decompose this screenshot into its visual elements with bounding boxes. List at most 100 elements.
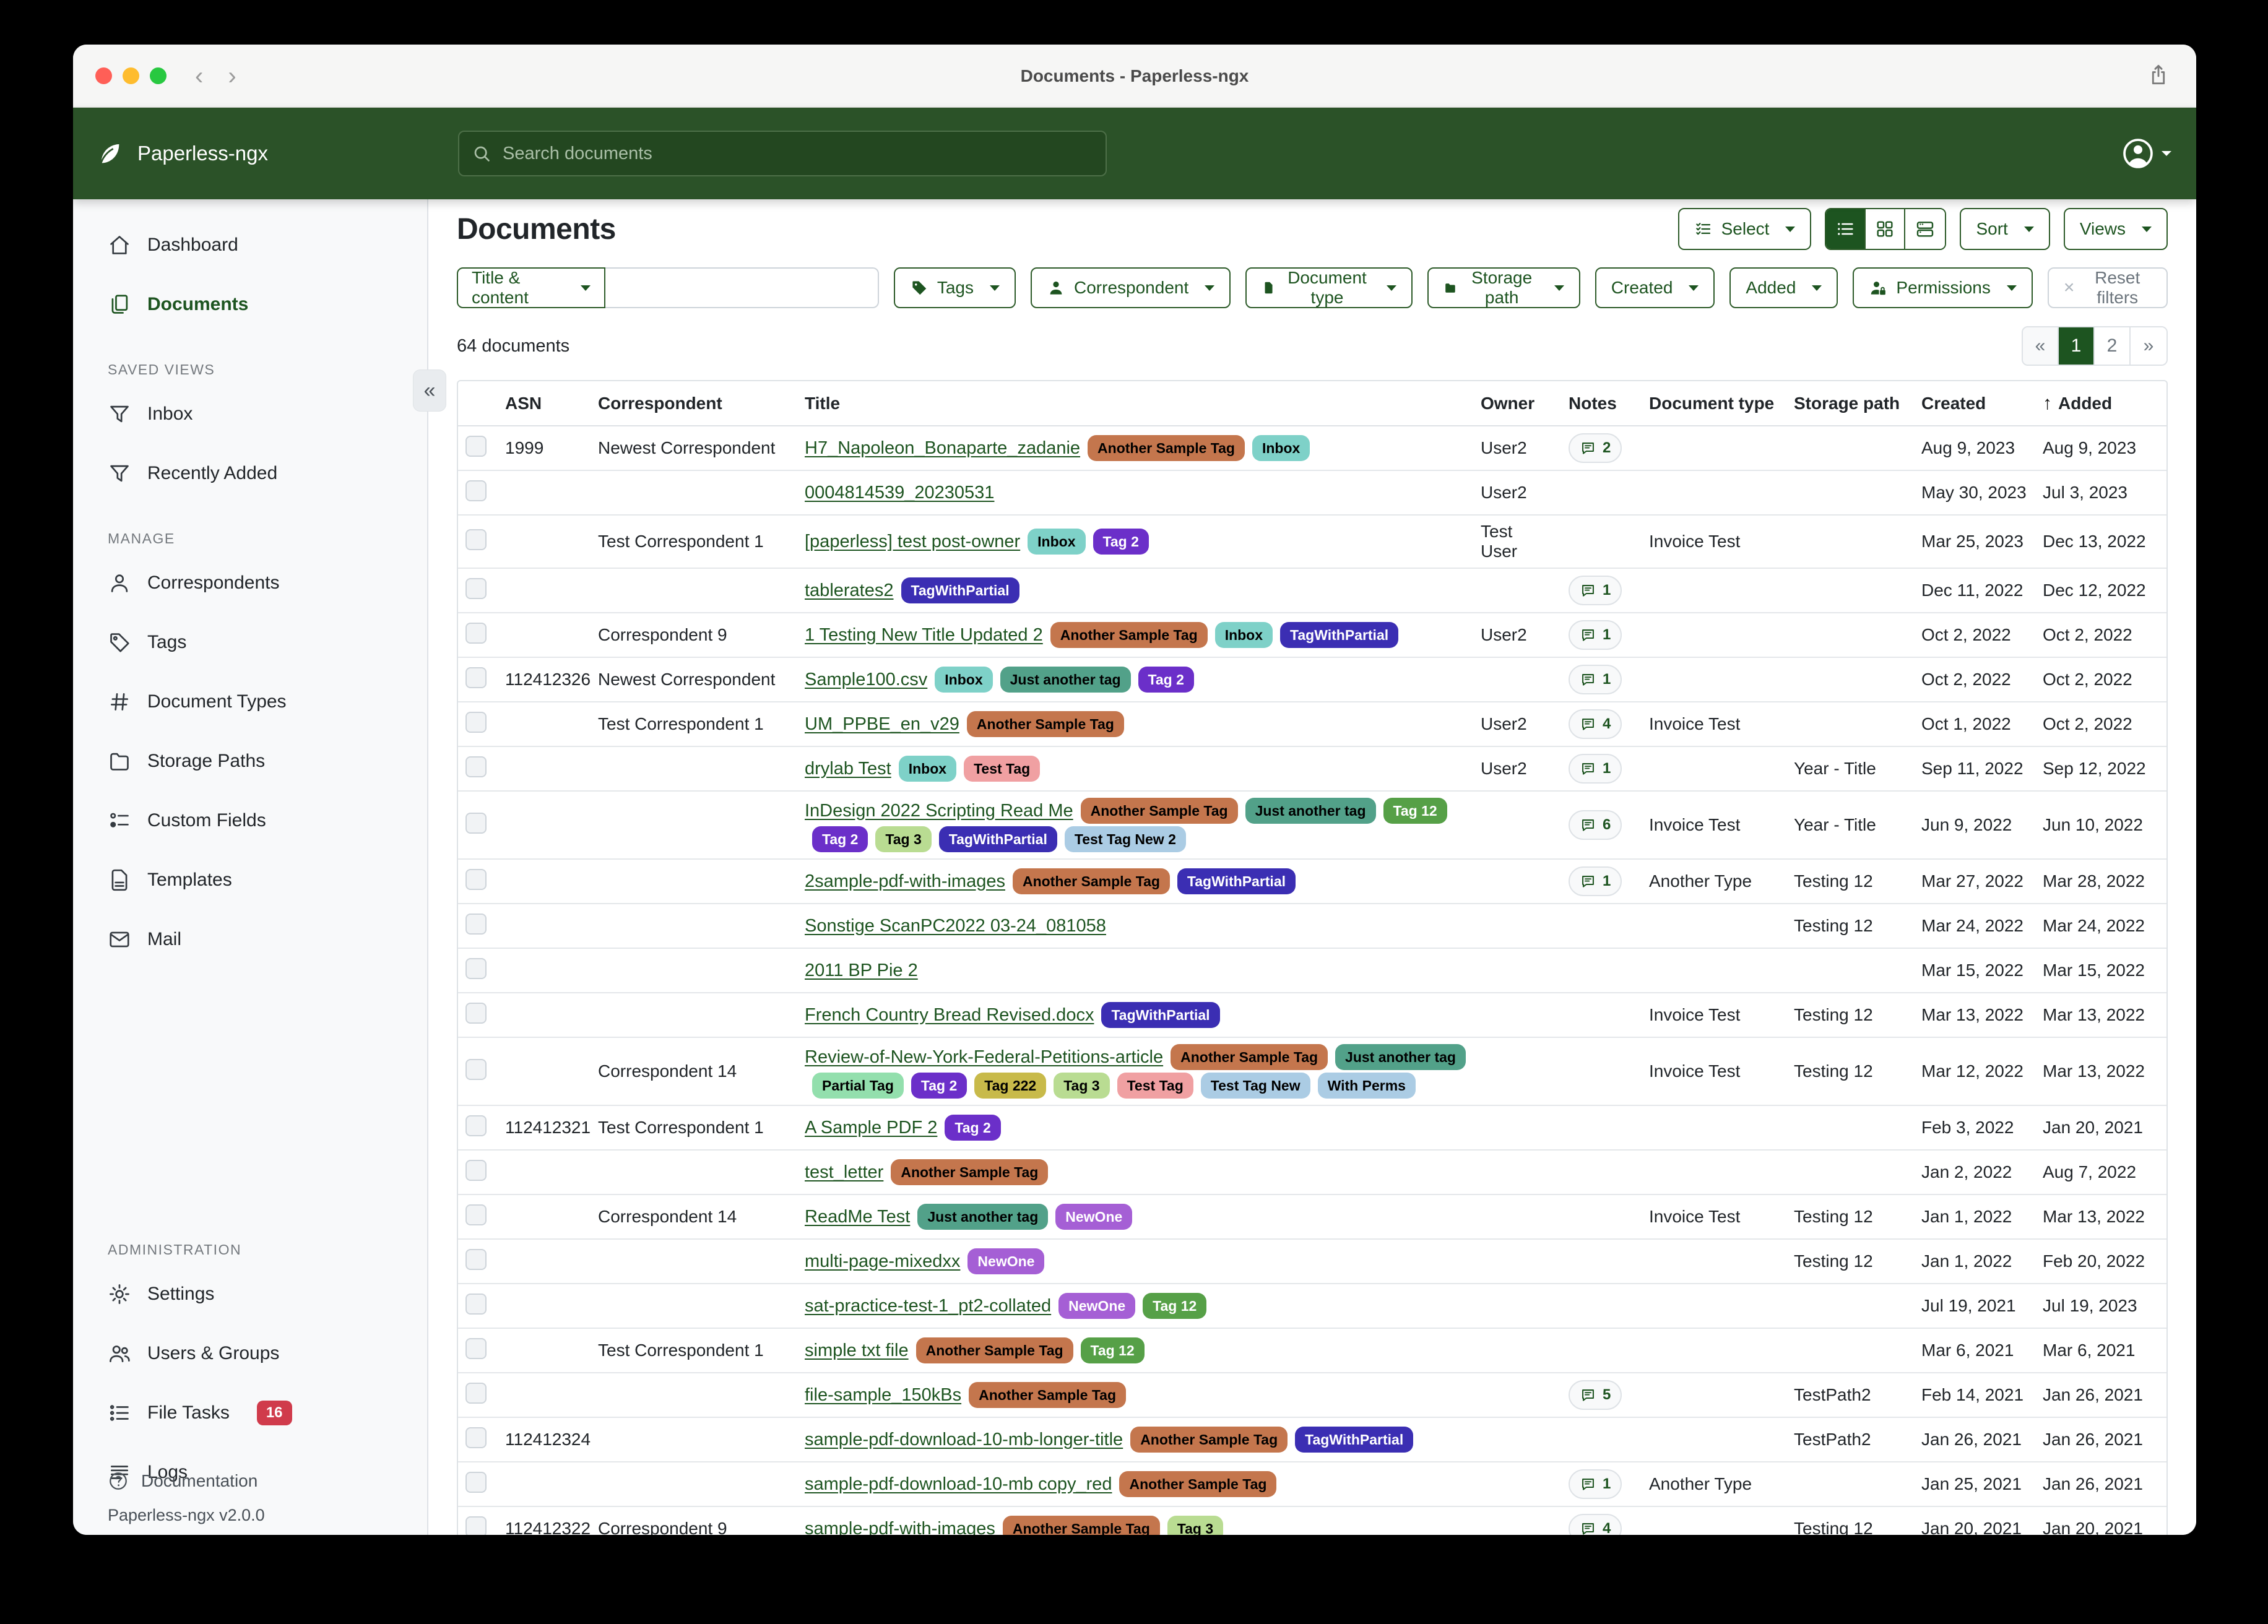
row-checkbox[interactable]	[465, 1115, 487, 1136]
column-header-owner[interactable]: Owner	[1473, 381, 1561, 426]
notes-badge[interactable]: 1	[1569, 576, 1622, 605]
tag-badge[interactable]: Tag 12	[1383, 798, 1447, 824]
title-content-input[interactable]	[605, 267, 879, 308]
column-header-storage_path[interactable]: Storage path	[1786, 381, 1914, 426]
document-link[interactable]: 2011 BP Pie 2	[805, 960, 918, 980]
tag-badge[interactable]: NewOne	[1055, 1204, 1133, 1230]
document-link[interactable]: H7_Napoleon_Bonaparte_zadanie	[805, 438, 1081, 458]
document-link[interactable]: sample-pdf-download-10-mb-longer-title	[805, 1429, 1123, 1449]
row-checkbox[interactable]	[465, 913, 487, 935]
document-link[interactable]: file-sample_150kBs	[805, 1384, 962, 1405]
sidebar-item-custom-fields[interactable]: Custom Fields	[73, 791, 427, 850]
tag-badge[interactable]: Test Tag	[1117, 1073, 1193, 1099]
sidebar-item-recently-added[interactable]: Recently Added	[73, 444, 427, 503]
tag-badge[interactable]: TagWithPartial	[938, 826, 1057, 852]
notes-badge[interactable]: 6	[1569, 810, 1622, 840]
document-link[interactable]: sample-pdf-download-10-mb copy_red	[805, 1474, 1112, 1494]
created-filter-button[interactable]: Created	[1595, 267, 1715, 308]
view-grid-button[interactable]	[1866, 209, 1906, 249]
row-checkbox[interactable]	[465, 868, 487, 890]
notes-badge[interactable]: 2	[1569, 433, 1622, 463]
tag-badge[interactable]: Tag 3	[875, 826, 932, 852]
row-checkbox[interactable]	[465, 1293, 487, 1315]
column-header-created[interactable]: Created	[1914, 381, 2035, 426]
row-checkbox[interactable]	[465, 711, 487, 733]
row-checkbox[interactable]	[465, 435, 487, 457]
minimize-window-button[interactable]	[123, 67, 139, 84]
tag-badge[interactable]: Tag 2	[1138, 667, 1194, 693]
tag-badge[interactable]: Tag 2	[911, 1073, 967, 1099]
document-link[interactable]: A Sample PDF 2	[805, 1117, 938, 1138]
document-link[interactable]: French Country Bread Revised.docx	[805, 1004, 1094, 1025]
row-checkbox[interactable]	[465, 1516, 487, 1535]
document-type-filter-button[interactable]: Document type	[1245, 267, 1413, 308]
tag-badge[interactable]: Another Sample Tag	[1119, 1471, 1277, 1497]
sidebar-item-settings[interactable]: Settings	[73, 1264, 427, 1324]
document-link[interactable]: InDesign 2022 Scripting Read Me	[805, 800, 1073, 821]
storage-path-filter-button[interactable]: Storage path	[1427, 267, 1580, 308]
document-link[interactable]: tablerates2	[805, 580, 894, 600]
row-checkbox[interactable]	[465, 1248, 487, 1270]
tag-badge[interactable]: Just another tag	[1245, 798, 1376, 824]
tag-badge[interactable]: Another Sample Tag	[1130, 1427, 1288, 1453]
column-header-asn[interactable]: ASN	[498, 381, 591, 426]
document-link[interactable]: multi-page-mixedxx	[805, 1251, 961, 1271]
sidebar-item-correspondents[interactable]: Correspondents	[73, 553, 427, 613]
views-button[interactable]: Views	[2063, 208, 2168, 250]
pagination-page-1[interactable]: 1	[2059, 327, 2095, 365]
row-checkbox[interactable]	[465, 1204, 487, 1225]
row-checkbox[interactable]	[465, 957, 487, 979]
tag-badge[interactable]: Test Tag New	[1200, 1073, 1310, 1099]
tag-badge[interactable]: TagWithPartial	[901, 577, 1019, 603]
document-link[interactable]: 2sample-pdf-with-images	[805, 871, 1005, 891]
title-content-dropdown[interactable]: Title & content	[457, 267, 606, 308]
sidebar-item-mail[interactable]: Mail	[73, 910, 427, 969]
tag-badge[interactable]: Inbox	[1252, 435, 1310, 461]
document-link[interactable]: [paperless] test post-owner	[805, 531, 1021, 551]
row-checkbox[interactable]	[465, 812, 487, 834]
row-checkbox[interactable]	[465, 1471, 487, 1493]
tag-badge[interactable]: TagWithPartial	[1280, 622, 1399, 648]
view-list-button[interactable]	[1826, 209, 1866, 249]
notes-badge[interactable]: 4	[1569, 1514, 1622, 1535]
notes-badge[interactable]: 1	[1569, 754, 1622, 784]
document-link[interactable]: 1 Testing New Title Updated 2	[805, 624, 1043, 645]
sort-button[interactable]: Sort	[1960, 208, 2050, 250]
sidebar-item-users-groups[interactable]: Users & Groups	[73, 1324, 427, 1383]
tag-badge[interactable]: NewOne	[967, 1248, 1045, 1274]
tag-badge[interactable]: Just another tag	[1335, 1044, 1466, 1070]
row-checkbox[interactable]	[465, 577, 487, 599]
row-checkbox[interactable]	[465, 1427, 487, 1448]
sidebar-item-logs[interactable]: Logs	[73, 1443, 427, 1502]
sidebar-item-file-tasks[interactable]: File Tasks 16	[73, 1383, 427, 1443]
search-input[interactable]	[501, 142, 1093, 165]
row-checkbox[interactable]	[465, 622, 487, 644]
document-link[interactable]: test_letter	[805, 1162, 884, 1182]
correspondent-filter-button[interactable]: Correspondent	[1031, 267, 1231, 308]
column-header-title[interactable]: Title	[797, 381, 1473, 426]
added-filter-button[interactable]: Added	[1729, 267, 1838, 308]
tag-badge[interactable]: TagWithPartial	[1177, 868, 1296, 894]
tag-badge[interactable]: Another Sample Tag	[891, 1159, 1049, 1185]
tag-badge[interactable]: Just another tag	[917, 1204, 1049, 1230]
tag-badge[interactable]: Another Sample Tag	[1171, 1044, 1328, 1070]
sidebar-item-templates[interactable]: Templates	[73, 850, 427, 910]
tag-badge[interactable]: Partial Tag	[812, 1073, 904, 1099]
tag-badge[interactable]: Test Tag	[964, 756, 1041, 782]
row-checkbox[interactable]	[465, 1002, 487, 1024]
tag-badge[interactable]: Tag 12	[1143, 1293, 1207, 1319]
row-checkbox[interactable]	[465, 667, 487, 688]
tag-badge[interactable]: Tag 12	[1080, 1337, 1145, 1363]
tag-badge[interactable]: Another Sample Tag	[1012, 868, 1170, 894]
tag-badge[interactable]: Test Tag New 2	[1064, 826, 1186, 852]
tag-badge[interactable]: Another Sample Tag	[966, 711, 1124, 737]
tag-badge[interactable]: TagWithPartial	[1101, 1002, 1220, 1028]
tag-badge[interactable]: Another Sample Tag	[969, 1382, 1127, 1408]
tag-badge[interactable]: Another Sample Tag	[915, 1337, 1073, 1363]
pagination-first[interactable]: «	[2023, 327, 2059, 365]
column-header-added[interactable]: ↑ Added	[2035, 381, 2166, 426]
document-link[interactable]: Sample100.csv	[805, 669, 928, 689]
notes-badge[interactable]: 5	[1569, 1380, 1622, 1410]
tag-badge[interactable]: NewOne	[1058, 1293, 1136, 1319]
sidebar-item-dashboard[interactable]: Dashboard	[73, 215, 427, 275]
